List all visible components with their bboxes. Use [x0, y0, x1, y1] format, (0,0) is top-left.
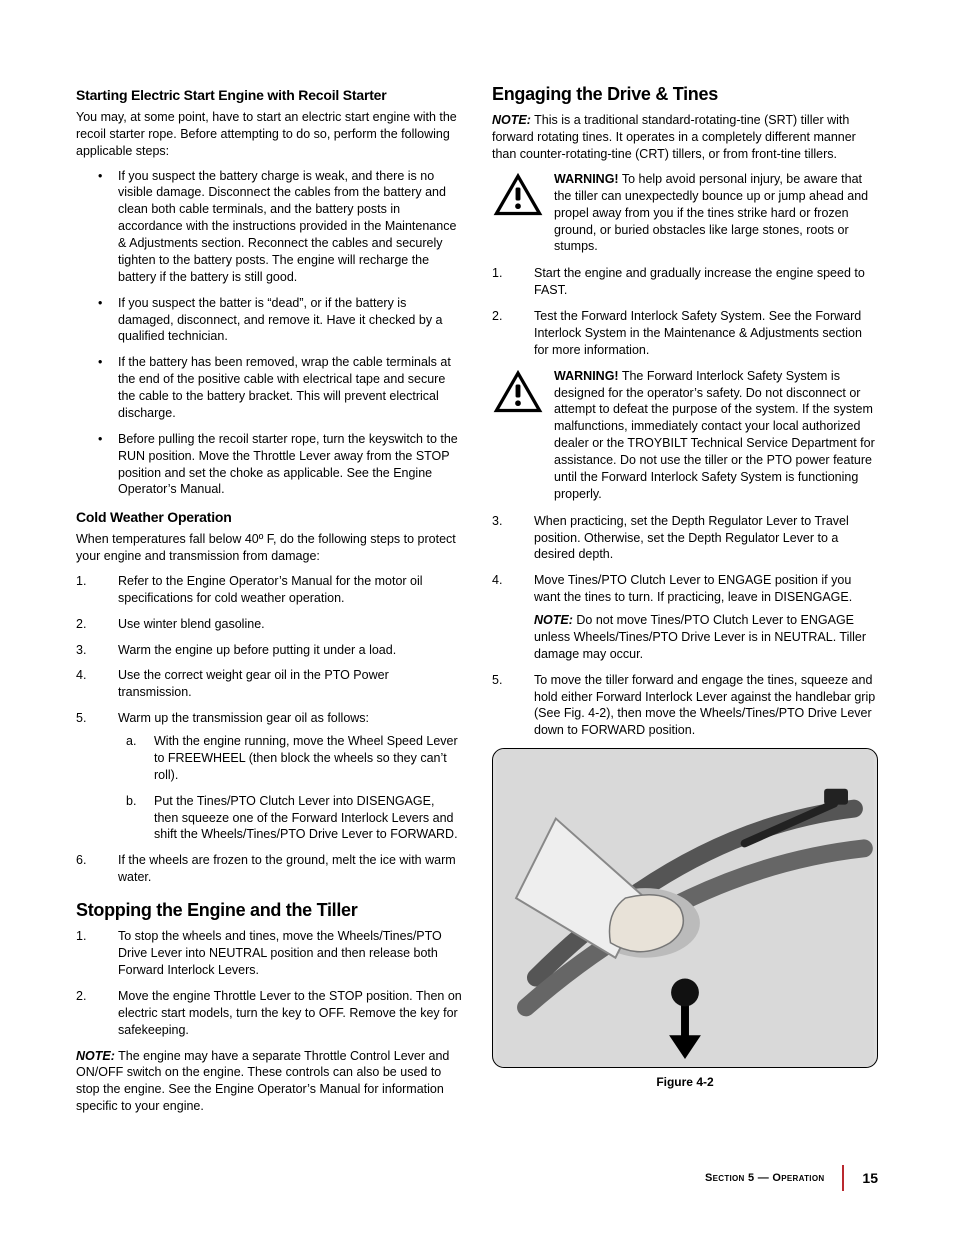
- cold-steps-list: Refer to the Engine Operator’s Manual fo…: [76, 573, 462, 886]
- list-item: Test the Forward Interlock Safety System…: [492, 308, 878, 359]
- page-footer: Section 5 — Operation 15: [705, 1165, 878, 1191]
- list-item: If the battery has been removed, wrap th…: [76, 354, 462, 422]
- note-label: NOTE:: [492, 113, 531, 127]
- note-text: The engine may have a separate Throttle …: [76, 1049, 449, 1114]
- warning-label: WARNING!: [554, 369, 619, 383]
- engage-steps-1-2: Start the engine and gradually increase …: [492, 265, 878, 358]
- figure-4-2: Figure 4-2: [492, 748, 878, 1090]
- figure-image: [492, 748, 878, 1068]
- heading-engaging: Engaging the Drive & Tines: [492, 82, 878, 106]
- list-item: To move the tiller forward and engage th…: [492, 672, 878, 740]
- list-item: Warm the engine up before putting it und…: [76, 642, 462, 659]
- engage-steps-3-5: When practicing, set the Depth Regulator…: [492, 513, 878, 740]
- warning-text: WARNING! To help avoid personal injury, …: [554, 171, 878, 255]
- heading-cold-weather: Cold Weather Operation: [76, 508, 462, 527]
- warning-block-1: WARNING! To help avoid personal injury, …: [492, 171, 878, 255]
- tiller-handle-illustration: [493, 749, 877, 1067]
- warning-icon: [492, 171, 544, 255]
- note-text: This is a traditional standard-rotating-…: [492, 113, 856, 161]
- engage-note: NOTE: This is a traditional standard-rot…: [492, 112, 878, 163]
- cold-intro: When temperatures fall below 40º F, do t…: [76, 531, 462, 565]
- note-label: NOTE:: [76, 1049, 115, 1063]
- list-item: Warm up the transmission gear oil as fol…: [76, 710, 462, 843]
- list-item: Refer to the Engine Operator’s Manual fo…: [76, 573, 462, 607]
- step-4-note: NOTE: Do not move Tines/PTO Clutch Lever…: [534, 612, 878, 663]
- list-item: Move Tines/PTO Clutch Lever to ENGAGE po…: [492, 572, 878, 662]
- two-column-layout: Starting Electric Start Engine with Reco…: [76, 80, 878, 1123]
- warning-text: WARNING! The Forward Interlock Safety Sy…: [554, 368, 878, 503]
- stop-steps-list: To stop the wheels and tines, move the W…: [76, 928, 462, 1038]
- list-item: Start the engine and gradually increase …: [492, 265, 878, 299]
- warning-icon: [492, 368, 544, 503]
- list-item-text: Warm up the transmission gear oil as fol…: [118, 711, 369, 725]
- list-item: Move the engine Throttle Lever to the ST…: [76, 988, 462, 1039]
- list-item-text: Move Tines/PTO Clutch Lever to ENGAGE po…: [534, 573, 852, 604]
- list-item: When practicing, set the Depth Regulator…: [492, 513, 878, 564]
- note-text: Do not move Tines/PTO Clutch Lever to EN…: [534, 613, 866, 661]
- recoil-intro: You may, at some point, have to start an…: [76, 109, 462, 160]
- warning-block-2: WARNING! The Forward Interlock Safety Sy…: [492, 368, 878, 503]
- heading-stopping: Stopping the Engine and the Tiller: [76, 898, 462, 922]
- figure-caption: Figure 4-2: [492, 1074, 878, 1090]
- list-item: If the wheels are frozen to the ground, …: [76, 852, 462, 886]
- list-item: If you suspect the battery charge is wea…: [76, 168, 462, 286]
- list-item: Use winter blend gasoline.: [76, 616, 462, 633]
- recoil-bullet-list: If you suspect the battery charge is wea…: [76, 168, 462, 499]
- warning-body: The Forward Interlock Safety System is d…: [554, 369, 875, 501]
- cold-substeps-list: With the engine running, move the Wheel …: [118, 733, 462, 843]
- right-column: Engaging the Drive & Tines NOTE: This is…: [492, 80, 878, 1123]
- list-item: To stop the wheels and tines, move the W…: [76, 928, 462, 979]
- left-column: Starting Electric Start Engine with Reco…: [76, 80, 462, 1123]
- page-number: 15: [862, 1169, 878, 1188]
- list-item: Put the Tines/PTO Clutch Lever into DISE…: [118, 793, 462, 844]
- warning-label: WARNING!: [554, 172, 619, 186]
- list-item: Use the correct weight gear oil in the P…: [76, 667, 462, 701]
- list-item: Before pulling the recoil starter rope, …: [76, 431, 462, 499]
- footer-section: Section 5 — Operation: [705, 1171, 824, 1186]
- list-item: With the engine running, move the Wheel …: [118, 733, 462, 784]
- footer-divider: [842, 1165, 844, 1191]
- heading-recoil: Starting Electric Start Engine with Reco…: [76, 86, 462, 105]
- note-label: NOTE:: [534, 613, 573, 627]
- list-item: If you suspect the batter is “dead”, or …: [76, 295, 462, 346]
- stop-note: NOTE: The engine may have a separate Thr…: [76, 1048, 462, 1116]
